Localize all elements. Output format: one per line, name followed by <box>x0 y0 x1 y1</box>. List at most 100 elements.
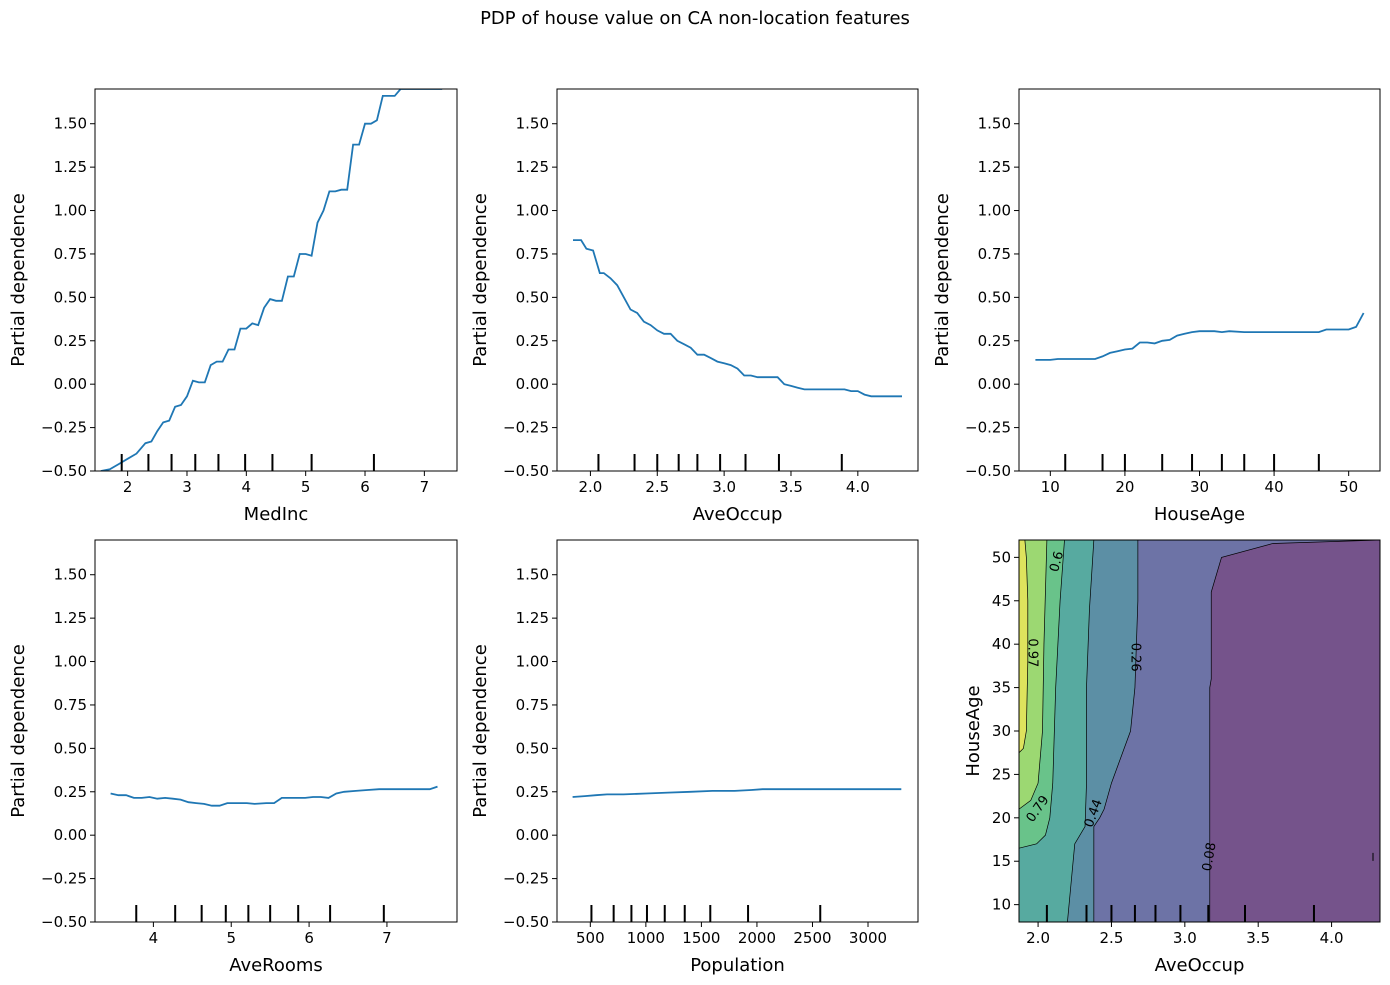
y-tick-label-7: 1.00 <box>516 653 549 671</box>
x-tick-label-1: 4 <box>149 929 159 947</box>
x-axis-label: AveOccup <box>1155 955 1245 976</box>
y-tick-label-9: 1.50 <box>54 566 87 584</box>
y-tick-label-3: 0.00 <box>978 375 1011 393</box>
y-tick-label-7: 1.00 <box>978 202 1011 220</box>
x-tick-label-4: 3.5 <box>779 478 803 496</box>
x-tick-label-6: 3000 <box>849 929 887 947</box>
x-tick-label-5: 6 <box>360 478 370 496</box>
axes-frame <box>556 539 919 923</box>
y-axis-label: Partial dependence <box>8 193 29 367</box>
y-tick-label-1: −0.50 <box>503 462 549 480</box>
y-tick-label-9: 1.50 <box>978 115 1011 133</box>
y-tick-label-5: 0.50 <box>54 739 87 757</box>
panel-4: 4 5 6 7 −0.50 −0.25 0.00 0.25 0.50 0.75 1.00 1.25 1.… <box>8 539 458 976</box>
contour-line-1 <box>1209 540 1380 922</box>
x-tick-label-1: 2.0 <box>1026 929 1050 947</box>
x-axis-label: MedInc <box>244 504 309 525</box>
contour-line-2 <box>1093 540 1139 922</box>
x-tick-label-4: 40 <box>1265 478 1284 496</box>
y-tick-label-9: 1.50 <box>516 566 549 584</box>
y-tick-label-1: −0.50 <box>965 462 1011 480</box>
y-tick-label-4: 0.25 <box>54 332 87 350</box>
x-tick-label-5: 2500 <box>793 929 831 947</box>
y-axis-label: Partial dependence <box>8 644 29 818</box>
y-tick-label-6: 0.75 <box>516 696 549 714</box>
x-axis-label: AveRooms <box>229 955 323 976</box>
x-tick-label-5: 4.0 <box>1320 929 1344 947</box>
y-tick-label-6: 0.75 <box>978 245 1011 263</box>
pd-line <box>110 785 438 807</box>
y-tick-label-6: 35 <box>992 679 1011 697</box>
x-tick-label-2: 3 <box>182 478 192 496</box>
y-tick-label-5: 0.50 <box>978 288 1011 306</box>
x-tick-label-6: 7 <box>420 478 430 496</box>
y-tick-label-2: −0.25 <box>965 419 1011 437</box>
y-tick-label-1: −0.50 <box>503 913 549 931</box>
x-tick-label-2: 2.5 <box>1100 929 1124 947</box>
pd-line <box>573 239 902 398</box>
y-tick-label-6: 0.75 <box>54 696 87 714</box>
x-tick-label-2: 20 <box>1115 478 1134 496</box>
y-tick-label-8: 45 <box>992 592 1011 610</box>
y-tick-label-6: 0.75 <box>54 245 87 263</box>
y-tick-label-1: −0.50 <box>41 462 87 480</box>
contour-label-1: 0.97 <box>1025 638 1040 667</box>
y-tick-label-3: 0.00 <box>516 375 549 393</box>
x-tick-label-3: 4 <box>242 478 252 496</box>
panel-6: 0.970.790.60.440.260.082.0 2.5 3.0 3.5 4.010… <box>963 539 1381 976</box>
x-tick-label-3: 3.0 <box>712 478 736 496</box>
contour-band-7 <box>1019 540 1028 753</box>
y-tick-label-8: 1.25 <box>54 609 87 627</box>
contour-label-5: 0.26 <box>1127 643 1142 672</box>
y-tick-label-9: 1.50 <box>54 115 87 133</box>
y-tick-label-6: 0.75 <box>516 245 549 263</box>
pd-line <box>1035 312 1365 361</box>
y-tick-label-2: −0.25 <box>503 870 549 888</box>
y-axis-label: Partial dependence <box>932 193 953 367</box>
x-tick-label-3: 6 <box>304 929 314 947</box>
y-tick-label-8: 1.25 <box>516 609 549 627</box>
x-tick-label-3: 3.0 <box>1173 929 1197 947</box>
x-tick-label-1: 2.0 <box>578 478 602 496</box>
y-tick-label-8: 1.25 <box>978 158 1011 176</box>
y-tick-label-1: 10 <box>992 896 1011 914</box>
axes-frame <box>1018 88 1381 472</box>
y-tick-label-2: −0.25 <box>41 419 87 437</box>
y-tick-label-3: 0.00 <box>516 826 549 844</box>
x-tick-label-4: 7 <box>382 929 392 947</box>
axes-frame <box>94 88 458 472</box>
y-tick-label-2: −0.25 <box>503 419 549 437</box>
y-tick-label-4: 0.25 <box>54 783 87 801</box>
y-tick-label-7: 40 <box>992 635 1011 653</box>
x-tick-label-2: 1000 <box>627 929 665 947</box>
x-tick-label-4: 3.5 <box>1246 929 1270 947</box>
y-tick-label-8: 1.25 <box>54 158 87 176</box>
x-tick-label-2: 2.5 <box>645 478 669 496</box>
y-tick-label-7: 1.00 <box>54 653 87 671</box>
y-tick-label-8: 1.25 <box>516 158 549 176</box>
panel-5: 500 1000 1500 2000 2500 3000 −0.50 −0.25 0.00 0.2… <box>470 539 919 976</box>
y-tick-label-7: 1.00 <box>516 202 549 220</box>
y-tick-label-9: 1.50 <box>516 115 549 133</box>
y-tick-label-2: 15 <box>992 852 1011 870</box>
y-axis-label: Partial dependence <box>470 193 491 367</box>
axes-frame <box>556 88 919 472</box>
contour-line-4 <box>1019 540 1065 849</box>
panel-3: 10 20 30 40 50 −0.50 −0.25 0.00 0.25 0.50 0.75 1.00… <box>932 88 1381 525</box>
x-tick-label-4: 2000 <box>738 929 776 947</box>
y-tick-label-1: −0.50 <box>41 913 87 931</box>
y-tick-label-5: 0.50 <box>54 288 87 306</box>
y-tick-label-5: 0.50 <box>516 288 549 306</box>
y-tick-label-4: 25 <box>992 765 1011 783</box>
contour-line-3 <box>1067 540 1095 922</box>
x-tick-label-1: 2 <box>123 478 133 496</box>
y-tick-label-3: 0.00 <box>54 826 87 844</box>
x-tick-label-3: 30 <box>1190 478 1209 496</box>
contour-line-6 <box>1019 540 1029 753</box>
figure-title: PDP of house value on CA non-location fe… <box>480 8 910 29</box>
x-tick-label-1: 10 <box>1041 478 1060 496</box>
y-tick-label-5: 30 <box>992 722 1011 740</box>
pd-line <box>572 788 902 798</box>
panel-2: 2.0 2.5 3.0 3.5 4.0 −0.50 −0.25 0.00 0.25 0.50 0.7… <box>470 88 919 525</box>
